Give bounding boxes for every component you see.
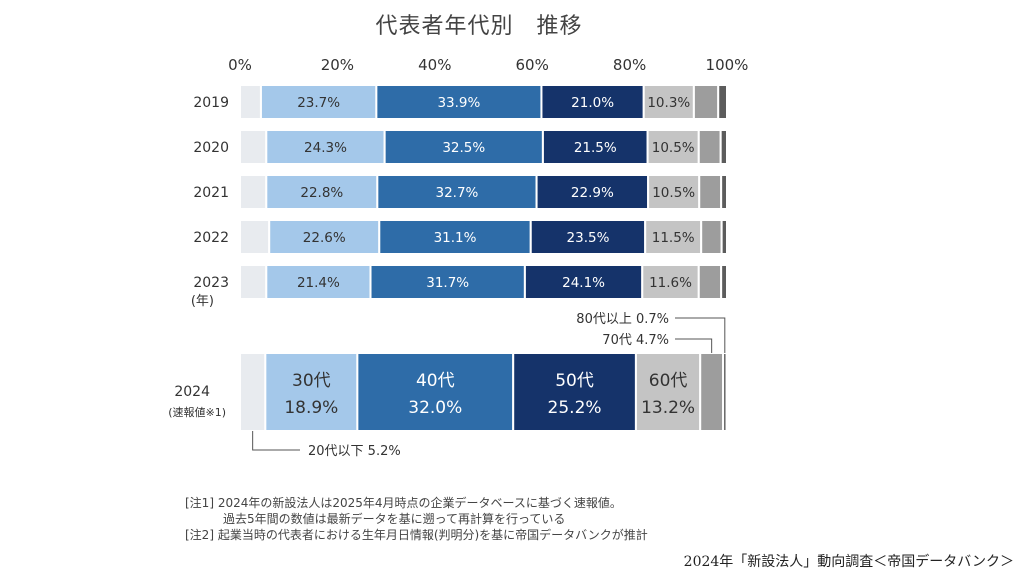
data-label: 25.2% xyxy=(548,398,602,418)
bars-layer xyxy=(239,84,729,432)
x-tick-label: 0% xyxy=(228,56,252,74)
data-label: 22.8% xyxy=(300,185,343,201)
category-label: 2021 xyxy=(193,185,229,201)
bar-segment xyxy=(264,352,359,432)
bar-segment xyxy=(239,264,268,300)
bar-segment xyxy=(383,129,544,165)
callout-layer: 80代以上 0.7% 70代 4.7% 20代以下 5.2% xyxy=(252,312,726,459)
bar-segment xyxy=(239,129,268,165)
category-sublabel: (速報値※1) xyxy=(168,406,226,419)
data-label: 31.1% xyxy=(434,230,477,246)
bar-segment xyxy=(376,174,538,210)
bar-segment xyxy=(697,264,723,300)
bar-segment xyxy=(642,84,695,120)
bar-segment xyxy=(720,264,729,300)
bar-segment xyxy=(692,84,720,120)
data-label: 18.9% xyxy=(284,398,338,418)
bar-segment xyxy=(529,219,647,255)
note-2: [注2] 起業当時の代表者における生年月日情報(判明分)を基に帝国データバンクが… xyxy=(185,528,648,542)
data-label: 21.5% xyxy=(574,140,617,156)
segment-name-label: 60代 xyxy=(649,371,688,391)
data-label: 11.5% xyxy=(652,230,695,246)
x-tick-label: 20% xyxy=(321,56,354,74)
bar-segment xyxy=(259,84,378,120)
bar-segment xyxy=(239,219,271,255)
x-tick-label: 100% xyxy=(706,56,749,74)
callout-line xyxy=(675,338,713,353)
year-unit-label: (年) xyxy=(191,294,214,309)
data-label: 10.3% xyxy=(647,95,690,111)
bar-segment xyxy=(719,129,729,165)
bar-segment xyxy=(523,264,644,300)
bar-segment xyxy=(699,352,725,432)
data-label: 32.5% xyxy=(442,140,485,156)
data-label: 33.9% xyxy=(437,95,480,111)
bar-segment xyxy=(239,352,267,432)
bar-segment xyxy=(720,174,729,210)
segment-name-label: 40代 xyxy=(416,371,455,391)
category-label: 2024 xyxy=(174,384,210,400)
callout-label: 20代以下 5.2% xyxy=(308,444,401,459)
category-label: 2022 xyxy=(193,230,229,246)
category-label: 2019 xyxy=(193,95,229,111)
callout-line xyxy=(675,317,726,353)
bar-segment xyxy=(356,352,515,432)
segment-name-label: 30代 xyxy=(292,371,331,391)
bar-segment xyxy=(717,84,729,120)
data-label: 21.0% xyxy=(571,95,614,111)
bar-segment xyxy=(646,129,700,165)
data-label: 13.2% xyxy=(641,398,695,418)
x-tick-label: 60% xyxy=(516,56,549,74)
note-1: [注1] 2024年の新設法人は2025年4月時点の企業データベースに基づく速報… xyxy=(185,496,622,510)
x-tick-label: 80% xyxy=(613,56,646,74)
axis-layer: 0% 20% 40% 60% 80% 100% 2019 2020 2021 2022 2023 20… xyxy=(168,56,748,419)
callout-label: 70代 4.7% xyxy=(602,333,669,348)
bar-segment xyxy=(698,174,723,210)
bar-segment xyxy=(265,129,386,165)
labels-layer: 23.7% 33.9% 21.0% 10.3% 24.3% 32.5% 21.5% 10.5%… xyxy=(284,95,695,418)
data-label: 21.4% xyxy=(297,275,340,291)
category-label: 2023 xyxy=(193,275,229,291)
callout-label: 80代以上 0.7% xyxy=(576,312,669,327)
data-label: 10.5% xyxy=(652,185,695,201)
data-label: 24.1% xyxy=(562,275,605,291)
data-label: 10.5% xyxy=(652,140,695,156)
bar-segment xyxy=(512,352,637,432)
callout-line xyxy=(252,431,300,451)
data-label: 11.6% xyxy=(649,275,692,291)
bar-segment xyxy=(720,219,729,255)
bar-segment xyxy=(265,174,379,210)
data-label: 31.7% xyxy=(426,275,469,291)
bar-segment xyxy=(700,219,723,255)
category-label: 2020 xyxy=(193,140,229,156)
bar-segment xyxy=(647,174,701,210)
bar-segment xyxy=(378,219,532,255)
data-label: 22.9% xyxy=(571,185,614,201)
chart-title: 代表者年代別 推移 xyxy=(375,14,583,39)
bar-segment xyxy=(697,129,722,165)
segment-name-label: 50代 xyxy=(555,371,594,391)
data-label: 32.7% xyxy=(436,185,479,201)
data-label: 32.0% xyxy=(408,398,462,418)
data-label: 23.5% xyxy=(567,230,610,246)
bar-segment xyxy=(265,264,372,300)
bar-segment xyxy=(239,174,268,210)
bar-segment xyxy=(239,84,262,120)
bar-segment xyxy=(722,352,728,432)
note-1-continued: 過去5年間の数値は最新データを基に遡って再計算を行っている xyxy=(223,512,566,526)
data-label: 22.6% xyxy=(303,230,346,246)
data-label: 24.3% xyxy=(304,140,347,156)
data-label: 23.7% xyxy=(297,95,340,111)
notes: [注1] 2024年の新設法人は2025年4月時点の企業データベースに基づく速報… xyxy=(185,495,648,543)
bar-segment xyxy=(369,264,526,300)
source-credit: 2024年「新設法人」動向調査＜帝国データバンク＞ xyxy=(683,554,1014,570)
x-tick-label: 40% xyxy=(418,56,451,74)
stacked-bar-chart: 23.7% 33.9% 21.0% 10.3% 24.3% 32.5% 21.5% 10.5%… xyxy=(168,56,748,459)
bar-segment xyxy=(634,352,702,432)
bar-segment xyxy=(535,174,650,210)
